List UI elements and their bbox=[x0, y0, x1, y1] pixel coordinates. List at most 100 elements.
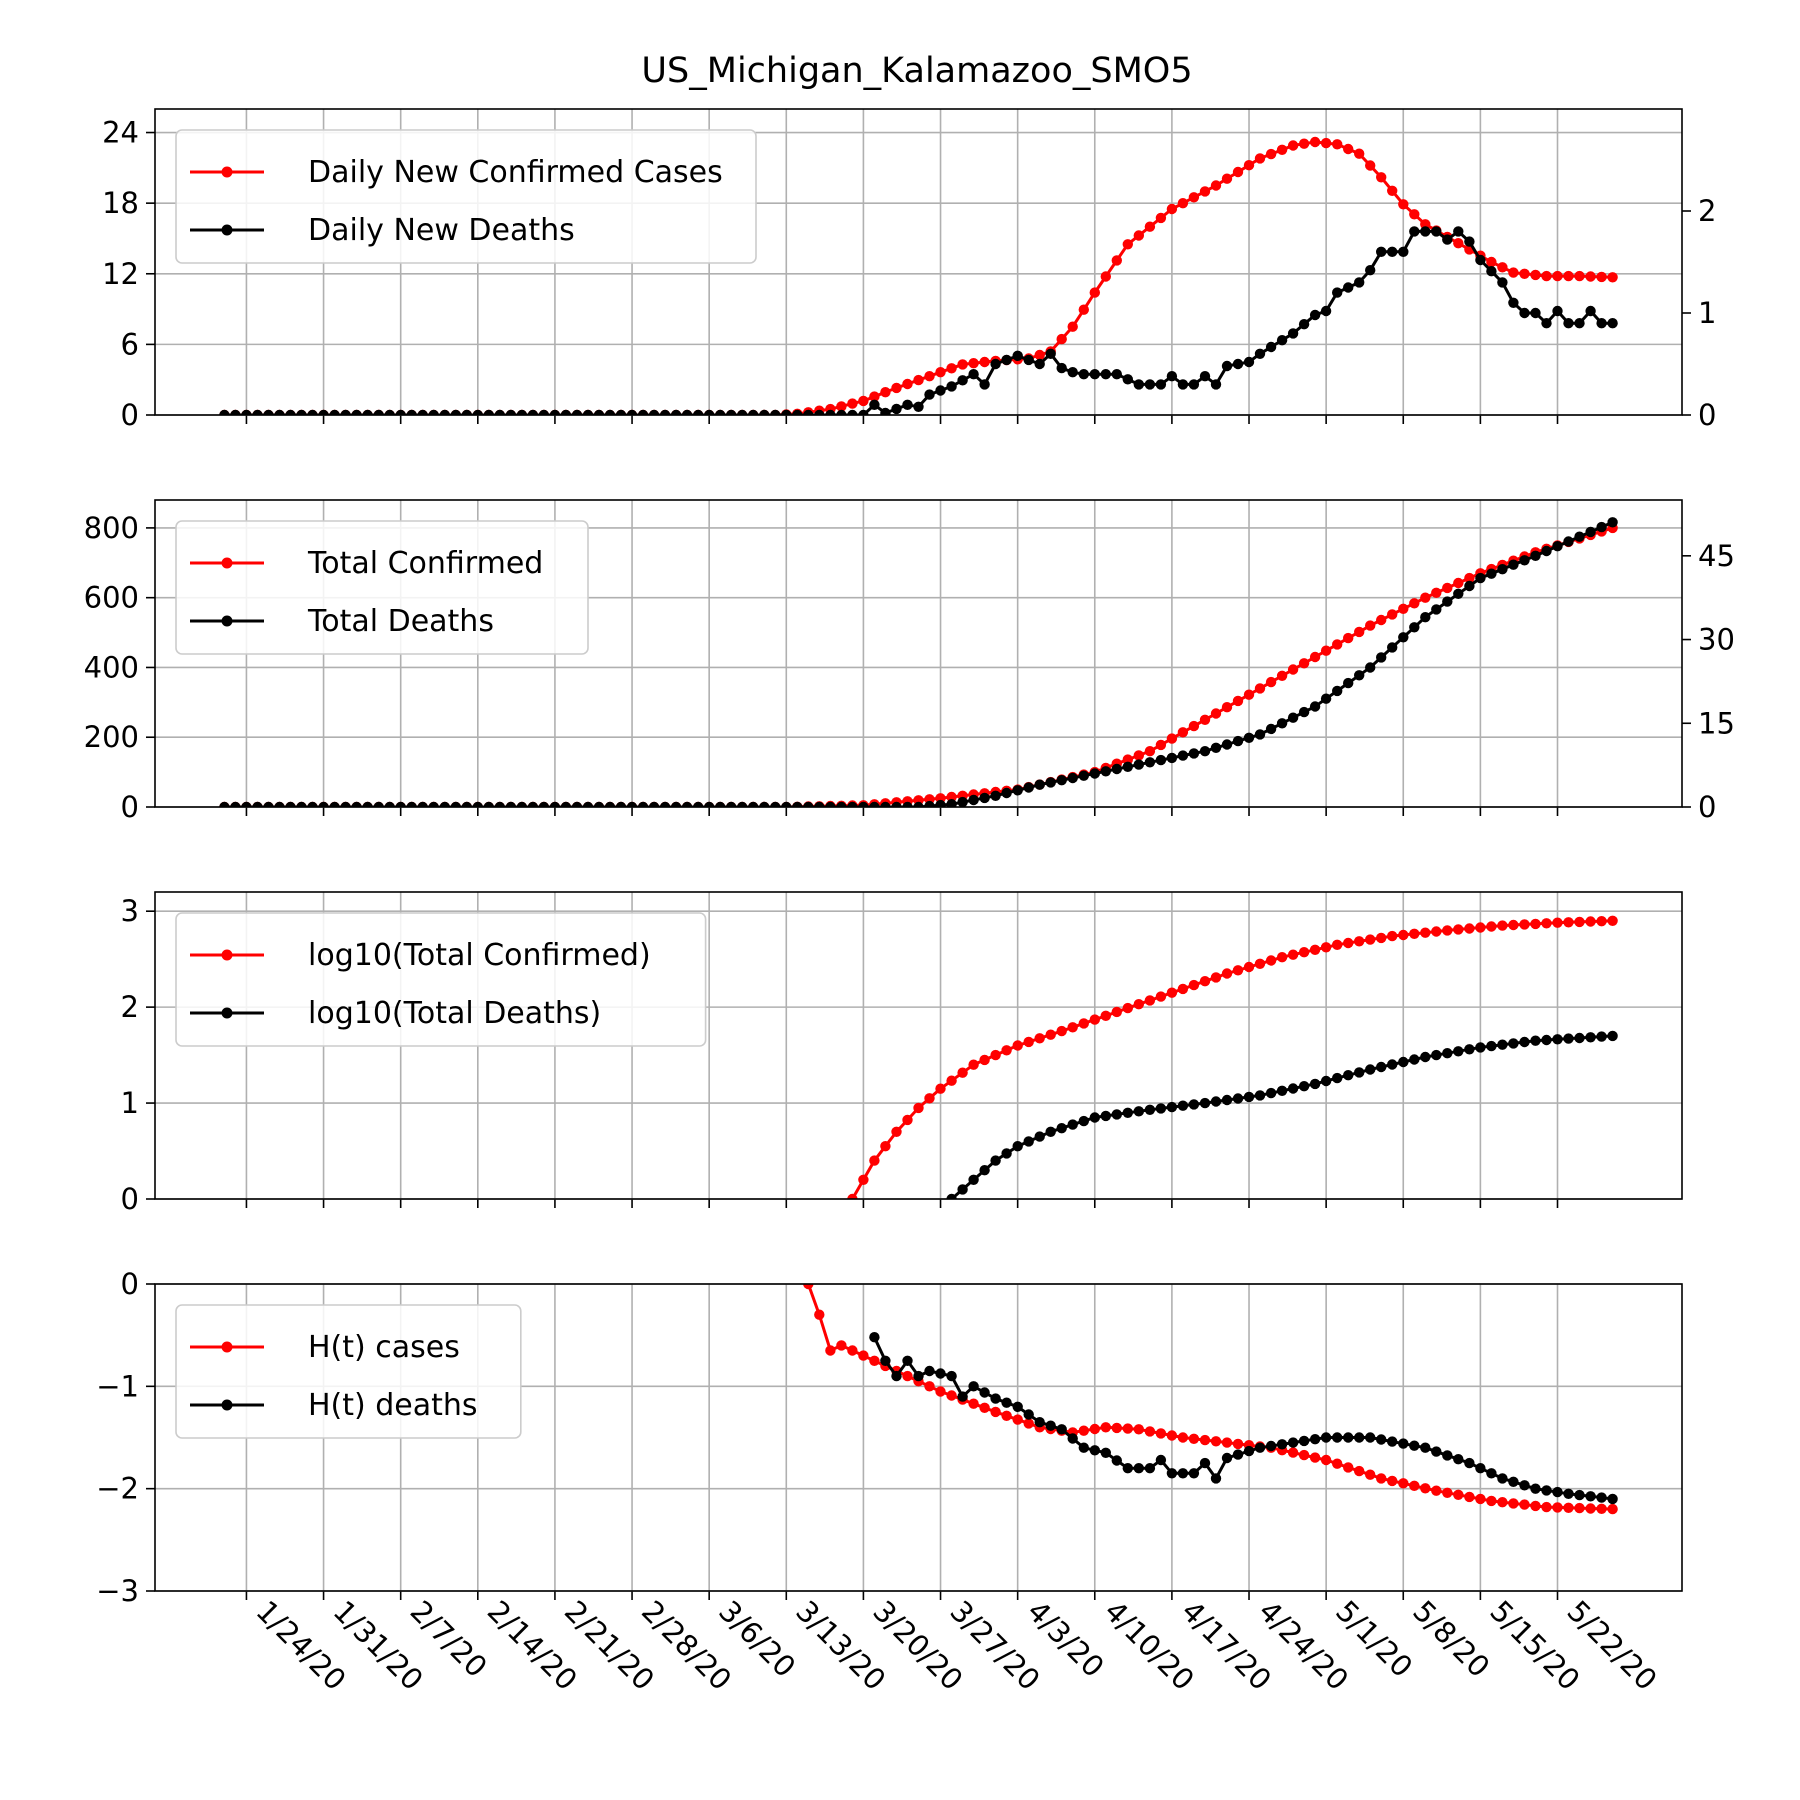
data-point bbox=[1188, 379, 1200, 390]
data-point bbox=[924, 371, 935, 382]
data-point bbox=[1398, 246, 1409, 257]
data-point bbox=[1365, 265, 1376, 276]
data-point bbox=[1387, 185, 1398, 196]
data-point bbox=[1420, 1442, 1431, 1453]
data-point bbox=[1166, 203, 1178, 215]
data-point bbox=[1298, 706, 1310, 718]
data-point bbox=[1100, 271, 1112, 282]
data-point bbox=[957, 796, 968, 807]
data-point bbox=[1574, 531, 1585, 542]
data-point bbox=[219, 801, 230, 807]
data-point bbox=[439, 409, 450, 415]
y-tick-label: 12 bbox=[102, 257, 139, 291]
data-point bbox=[1155, 991, 1167, 1002]
data-point bbox=[1298, 1449, 1310, 1461]
data-point bbox=[869, 1155, 880, 1166]
data-point bbox=[1122, 761, 1134, 772]
data-point bbox=[1243, 961, 1255, 973]
data-point bbox=[1475, 922, 1486, 933]
data-point bbox=[1607, 1493, 1618, 1505]
data-point bbox=[1398, 1438, 1409, 1449]
legend-marker bbox=[221, 224, 233, 236]
data-point bbox=[1376, 932, 1387, 944]
data-point bbox=[1232, 1438, 1244, 1450]
data-point bbox=[1089, 369, 1101, 380]
data-point bbox=[1177, 379, 1189, 390]
data-point bbox=[737, 801, 748, 807]
y2-tick-label: 2 bbox=[1698, 194, 1716, 228]
data-point bbox=[715, 801, 726, 807]
data-point bbox=[1133, 230, 1145, 241]
series-deaths bbox=[219, 226, 1618, 415]
data-point bbox=[1122, 1002, 1134, 1014]
data-point bbox=[1596, 521, 1607, 533]
data-point bbox=[990, 790, 1001, 801]
data-point bbox=[1133, 379, 1145, 390]
data-point bbox=[516, 801, 528, 807]
data-point bbox=[1530, 550, 1541, 561]
data-point bbox=[858, 409, 869, 415]
data-point bbox=[1309, 1078, 1321, 1090]
data-point bbox=[935, 367, 946, 378]
data-point bbox=[891, 382, 902, 394]
data-point bbox=[1398, 1478, 1409, 1489]
data-point bbox=[1155, 379, 1167, 390]
y-tick-label: 0 bbox=[121, 790, 139, 824]
x-tick-label: 5/8/20 bbox=[1406, 1594, 1496, 1684]
data-point bbox=[880, 1355, 891, 1367]
data-point bbox=[1585, 1491, 1596, 1502]
data-point bbox=[1298, 947, 1310, 958]
data-point bbox=[1343, 1432, 1354, 1443]
data-point bbox=[1144, 379, 1156, 390]
data-point bbox=[913, 1102, 924, 1114]
legend-label: Total Deaths bbox=[307, 604, 494, 639]
data-point bbox=[803, 409, 814, 415]
data-point bbox=[880, 1141, 891, 1152]
legend-label: log10(Total Deaths) bbox=[308, 996, 601, 1031]
data-point bbox=[1155, 212, 1167, 224]
data-point bbox=[924, 1365, 935, 1377]
data-point bbox=[792, 409, 803, 415]
data-point bbox=[1508, 919, 1519, 931]
data-point bbox=[241, 409, 252, 415]
legend-marker bbox=[221, 557, 233, 569]
legend-label: H(t) cases bbox=[308, 1330, 460, 1365]
axes-frame bbox=[154, 499, 1683, 808]
data-point bbox=[1530, 918, 1541, 930]
data-point bbox=[1298, 138, 1310, 149]
data-point bbox=[1343, 632, 1354, 644]
data-point bbox=[1387, 930, 1398, 942]
data-point bbox=[935, 1368, 946, 1379]
data-point bbox=[1023, 354, 1034, 366]
data-point bbox=[1254, 729, 1266, 740]
data-point bbox=[1254, 1090, 1266, 1101]
data-point bbox=[1475, 254, 1486, 266]
data-point bbox=[924, 1381, 935, 1392]
data-point bbox=[891, 1126, 902, 1138]
data-point bbox=[1376, 652, 1387, 663]
data-point bbox=[439, 801, 450, 807]
data-point bbox=[1122, 1107, 1134, 1119]
data-point bbox=[1144, 757, 1156, 768]
data-point bbox=[968, 369, 979, 380]
data-point bbox=[593, 801, 605, 807]
data-point bbox=[1177, 1432, 1189, 1443]
data-point bbox=[726, 801, 737, 807]
data-point bbox=[1420, 1483, 1431, 1494]
data-point bbox=[1398, 199, 1409, 210]
data-point bbox=[1067, 321, 1078, 332]
data-point bbox=[935, 385, 946, 396]
data-point bbox=[1442, 925, 1453, 936]
data-point bbox=[1287, 1437, 1299, 1448]
data-point bbox=[1221, 968, 1233, 979]
data-point bbox=[1287, 328, 1299, 339]
data-point bbox=[979, 356, 990, 368]
data-point bbox=[1089, 1014, 1101, 1025]
data-point bbox=[1409, 1440, 1420, 1451]
data-point bbox=[560, 409, 572, 415]
data-point bbox=[1144, 746, 1156, 757]
data-point bbox=[1442, 596, 1453, 607]
data-point bbox=[1221, 1452, 1233, 1464]
